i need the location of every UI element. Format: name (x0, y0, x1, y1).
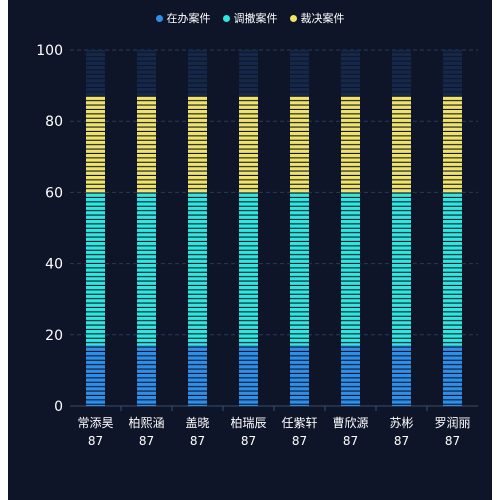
legend-item-in-progress[interactable]: 在办案件 (155, 10, 211, 26)
legend-label-adjudicated: 裁决案件 (300, 12, 345, 25)
x-tick-label: 常添昊 (77, 416, 113, 430)
x-tick-label: 柏瑞辰 (230, 415, 266, 430)
x-tick-value: 87 (445, 434, 460, 448)
y-tick-label: 0 (54, 399, 63, 415)
legend-swatch-withdrawn (222, 14, 230, 22)
legend-swatch-in-progress (155, 14, 163, 22)
bar-stripes (392, 50, 411, 406)
x-tick-label: 罗润丽 (434, 416, 470, 430)
y-tick-label: 40 (45, 257, 63, 273)
legend-swatch-adjudicated (289, 14, 297, 22)
legend-item-adjudicated[interactable]: 裁决案件 (289, 10, 345, 26)
bar-stripes (188, 50, 207, 406)
x-tick-value: 87 (292, 434, 307, 448)
x-tick-label: 任紫轩 (281, 416, 317, 430)
bar-stripes (137, 50, 156, 406)
legend: 在办案件 调撤案件 裁决案件 (0, 10, 500, 26)
bar-stripes (443, 50, 462, 406)
x-tick-label: 盖晓 (185, 416, 209, 430)
bar-stripes (239, 50, 258, 406)
bar-stripes (341, 50, 360, 406)
x-tick-label: 苏彬 (389, 416, 413, 430)
bar-stripes (86, 50, 105, 406)
x-tick-value: 87 (88, 434, 103, 448)
x-tick-value: 87 (241, 434, 256, 448)
y-tick-label: 20 (45, 328, 63, 344)
legend-label-withdrawn: 调撤案件 (233, 12, 278, 25)
y-tick-label: 100 (36, 43, 63, 59)
x-tick-label: 柏熙涵 (128, 415, 164, 430)
x-tick-value: 87 (190, 434, 205, 448)
y-tick-label: 60 (45, 185, 63, 201)
x-tick-value: 87 (394, 434, 409, 448)
x-tick-label: 曹欣源 (332, 416, 368, 430)
x-tick-value: 87 (139, 434, 154, 448)
x-tick-value: 87 (343, 434, 358, 448)
y-tick-label: 80 (45, 114, 63, 130)
legend-label-in-progress: 在办案件 (166, 12, 211, 25)
bar-stripes (290, 50, 309, 406)
legend-item-withdrawn[interactable]: 调撤案件 (222, 10, 278, 26)
